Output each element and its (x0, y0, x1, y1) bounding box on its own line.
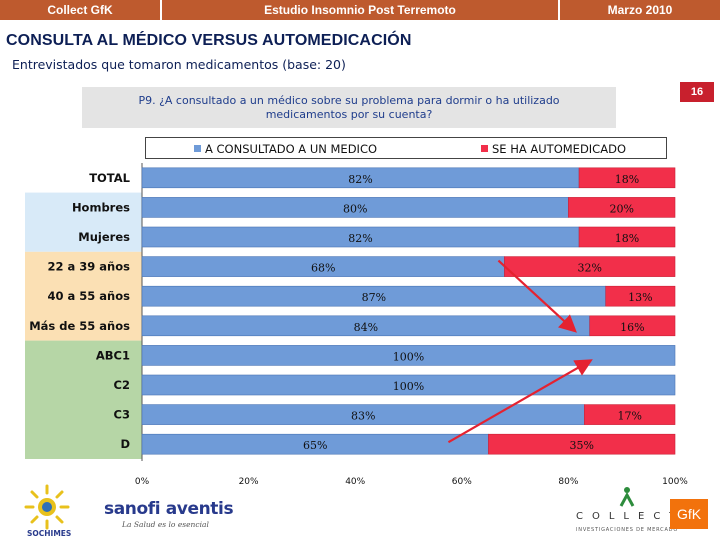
x-tick-label: 100% (662, 477, 688, 487)
x-tick-label: 80% (558, 477, 578, 487)
category-label: Más de 55 años (29, 319, 130, 333)
gfk-logo: GfK (670, 499, 708, 529)
collect-figure-icon (619, 487, 635, 507)
category-label: C2 (114, 378, 130, 392)
data-label-consultado: 82% (348, 173, 372, 186)
bar-automedicado (488, 433, 676, 455)
x-tick-label: 60% (452, 477, 472, 487)
bar-automedicado (578, 167, 676, 189)
bar-consultado (141, 345, 676, 366)
question-box: P9. ¿A consultado a un médico sobre su p… (82, 87, 616, 128)
category-band-age (25, 251, 142, 341)
collect-tagline: INVESTIGACIONES DE MERCADO (576, 527, 679, 533)
sanofi-aventis-logo: sanofi aventis (104, 499, 234, 519)
category-label: 40 a 55 años (48, 289, 131, 303)
page-number: 16 (690, 86, 704, 98)
category-label: 22 a 39 años (48, 260, 131, 274)
sochimes-logo-text: SOCHIMES (27, 529, 72, 538)
legend-swatch-blue (194, 145, 201, 152)
data-label-automedicado: 35% (569, 439, 593, 452)
category-band-gender (25, 192, 142, 252)
category-label: ABC1 (96, 348, 130, 362)
data-label-consultado: 68% (311, 262, 335, 275)
data-label-automedicado: 13% (628, 291, 652, 304)
bar-automedicado (589, 315, 676, 337)
data-label-consultado: 83% (351, 410, 375, 423)
legend-item-automedicado: SE HA AUTOMEDICADO (481, 142, 626, 156)
legend-label-automedicado: SE HA AUTOMEDICADO (492, 142, 626, 156)
question-line-1: P9. ¿A consultado a un médico sobre su p… (138, 94, 560, 107)
data-label-automedicado: 18% (615, 232, 639, 245)
category-label: C3 (114, 408, 130, 422)
data-label-consultado: 100% (393, 350, 424, 363)
sochimes-sun-icon (24, 484, 70, 530)
category-label: D (120, 437, 130, 451)
header-bar (0, 0, 720, 20)
sanofi-tagline: La Salud es lo esencial (122, 520, 209, 529)
collect-logo: COLLECT (576, 511, 685, 522)
header-separator (160, 0, 162, 20)
header-left: Collect GfK (47, 3, 113, 17)
category-label: Hombres (72, 200, 130, 214)
annotation-arrow-nse (447, 359, 593, 444)
header-separator (558, 0, 560, 20)
question-line-2: medicamentos por su cuenta? (265, 108, 433, 121)
x-tick-label: 20% (239, 477, 259, 487)
x-tick-label: 0% (135, 477, 150, 487)
data-label-automedicado: 16% (620, 321, 644, 334)
page-number-badge (680, 82, 714, 102)
header-right: Marzo 2010 (607, 3, 673, 17)
data-label-consultado: 100% (393, 380, 424, 393)
category-label: Mujeres (78, 230, 130, 244)
data-label-automedicado: 17% (617, 410, 641, 423)
bar-automedicado (568, 197, 676, 218)
data-label-consultado: 82% (348, 232, 372, 245)
data-label-automedicado: 18% (615, 173, 639, 186)
chart-legend: A CONSULTADO A UN MEDICO SE HA AUTOMEDIC… (145, 137, 667, 159)
bar-automedicado (584, 404, 676, 425)
page-title: CONSULTA AL MÉDICO VERSUS AUTOMEDICACIÓN (6, 32, 412, 49)
legend-swatch-red (481, 145, 488, 152)
data-label-consultado: 84% (354, 321, 378, 334)
header-center: Estudio Insomnio Post Terremoto (264, 3, 456, 17)
annotation-arrow-age (497, 259, 577, 333)
page-subtitle: Entrevistados que tomaron medicamentos (… (12, 57, 346, 72)
legend-item-consultado: A CONSULTADO A UN MEDICO (194, 142, 377, 156)
bar-automedicado (578, 226, 676, 248)
data-label-consultado: 87% (362, 291, 386, 304)
bar-consultado (141, 374, 676, 396)
data-label-automedicado: 20% (609, 202, 633, 215)
bar-automedicado (605, 285, 676, 307)
category-label: TOTAL (89, 171, 130, 185)
data-label-consultado: 80% (343, 202, 367, 215)
data-label-automedicado: 32% (577, 262, 601, 275)
data-label-consultado: 65% (303, 439, 327, 452)
legend-label-consultado: A CONSULTADO A UN MEDICO (205, 142, 378, 156)
category-band-nse (25, 340, 142, 459)
x-tick-label: 40% (345, 477, 365, 487)
